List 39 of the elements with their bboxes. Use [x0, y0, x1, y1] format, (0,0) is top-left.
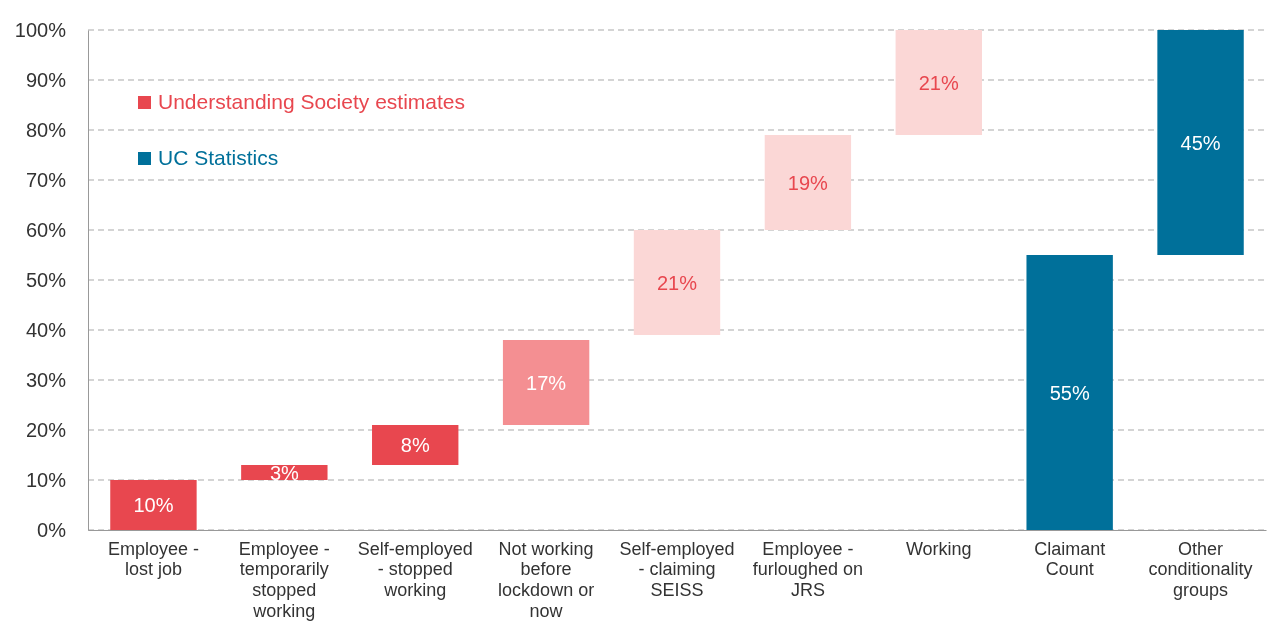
data-label: 3%: [269, 461, 299, 484]
x-tick-label: Employee - temporarily stopped working: [238, 538, 330, 621]
legend-label: UC Statistics: [158, 146, 279, 170]
bar: [1157, 30, 1244, 255]
y-tick-label: 30%: [25, 368, 67, 391]
y-tick-label: 10%: [25, 468, 67, 491]
x-tick-label: Employee - lost job: [107, 538, 199, 580]
bar: [502, 340, 590, 425]
legend-label: Understanding Society estimates: [158, 90, 465, 114]
data-label: 8%: [400, 434, 430, 456]
y-tick-label: 90%: [25, 68, 67, 91]
x-tick-label: Other conditionality groups: [1148, 538, 1253, 601]
y-tick-label: 20%: [25, 418, 67, 441]
y-tick-label: 70%: [25, 168, 67, 191]
y-tick-label: 60%: [25, 218, 67, 241]
bar: [110, 480, 197, 530]
bar: [1026, 255, 1113, 530]
y-tick-label: 100%: [14, 18, 67, 41]
y-tick-label: 40%: [25, 318, 67, 341]
bar: [895, 30, 982, 135]
data-label: 45%: [1180, 131, 1221, 154]
x-tick-label: Self-employed - stopped working: [357, 538, 473, 601]
bar: [764, 135, 852, 230]
x-tick-label: Working: [905, 538, 972, 559]
bar: [633, 230, 721, 335]
y-tick-label: 0%: [37, 518, 67, 541]
data-label: 21%: [656, 271, 698, 294]
x-tick-label: Employee - furloughed on JRS: [752, 538, 863, 601]
y-tick-label: 50%: [25, 268, 67, 291]
data-label: 55%: [1049, 381, 1090, 404]
x-tick-label: Self-employed - claiming SEISS: [619, 538, 735, 601]
data-label: 21%: [918, 71, 960, 94]
data-label: 10%: [133, 494, 174, 516]
x-tick-label: Not working before lockdown or now: [498, 538, 595, 621]
x-tick-label: Claimant Count: [1034, 538, 1106, 580]
data-label: 17%: [526, 371, 567, 394]
y-tick-label: 80%: [25, 118, 67, 141]
data-label: 19%: [787, 171, 829, 194]
bar: [372, 425, 459, 465]
